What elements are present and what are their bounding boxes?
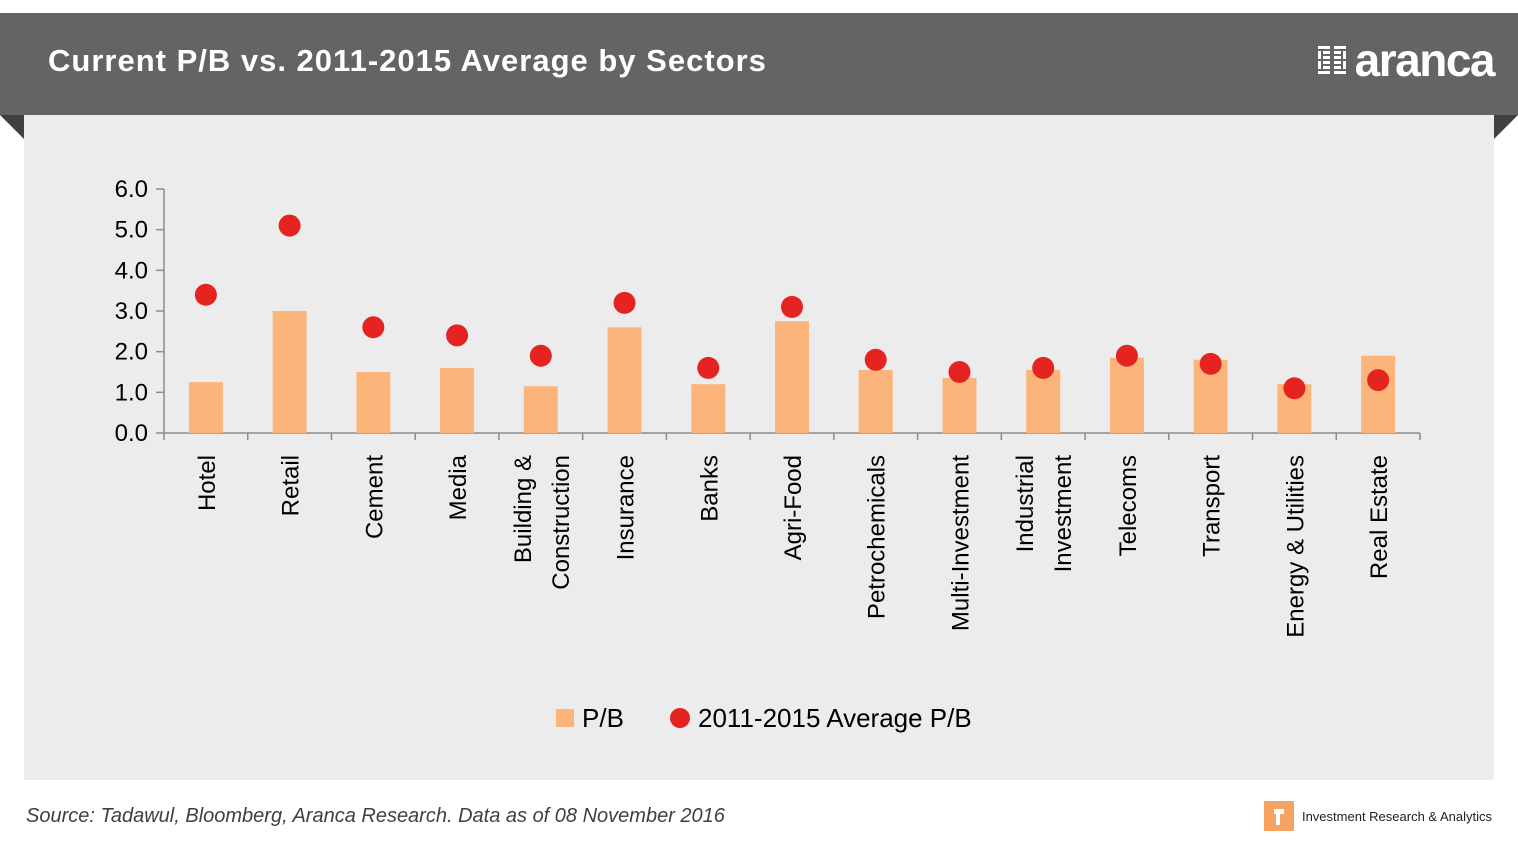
y-tick-label: 0.0 [115,420,148,447]
average-pb-dot [278,214,301,237]
chart-panel: 0.0 1.0 2.0 3.0 4.0 5.0 6.0 Hotel Retail Cement Me… [24,115,1494,780]
average-pb-dot [446,324,469,347]
x-category-label: Multi-Investment [947,455,974,631]
x-category-label-line: Retail [278,455,305,516]
pb-bar [356,372,391,433]
x-category-label: Agri-Food [780,455,807,560]
pb-bar [1361,355,1396,433]
page-title: Current P/B vs. 2011-2015 Average by Sec… [48,43,767,78]
pb-bar [272,311,307,433]
x-category-label-line: Banks [696,455,723,522]
x-category-label-line: Construction [548,455,575,590]
x-category-label-line: Investment [1050,455,1077,573]
y-tick-label: 5.0 [115,217,148,244]
average-pb-dot [1032,356,1055,379]
x-category-label-line: Cement [361,455,388,539]
x-category-label: Petrochemicals [864,455,891,619]
pb-chart: 0.0 1.0 2.0 3.0 4.0 5.0 6.0 Hotel Retail Cement Me… [115,176,1421,733]
average-pb-dot [194,283,217,306]
average-pb-dot [1115,344,1138,367]
aranca-logo-icon [1263,801,1294,831]
average-pb-dot [697,356,720,379]
pb-bar [607,327,642,433]
x-category-label-line: Agri-Food [780,455,807,560]
average-pb-dot [864,348,887,371]
brand-name: aranca [1354,34,1496,86]
x-category-label: Transport [1199,455,1226,557]
pb-bar [523,386,558,433]
legend-label-pb: P/B [582,703,624,733]
y-tick-label: 6.0 [115,176,148,203]
x-category-label: Real Estate [1366,455,1393,579]
pb-bar [942,378,977,433]
header-bar: Current P/B vs. 2011-2015 Average by Sec… [0,13,1518,115]
x-category-label-line: Transport [1199,455,1226,557]
x-category-label: Telecoms [1115,455,1142,556]
x-category-label: Retail [278,455,305,516]
x-category-label: Banks [696,455,723,522]
x-category-label-line: Media [445,454,472,520]
footer-brand: Investment Research & Analytics [1263,801,1492,831]
average-pb-dot [1283,377,1306,400]
x-category-label-line: Industrial [1012,455,1039,552]
y-tick-label: 2.0 [115,339,148,366]
x-category-label-line: Real Estate [1366,455,1393,579]
average-pb-dot [1367,369,1390,392]
average-pb-dot [1199,352,1222,375]
pb-bar [775,321,809,433]
legend-swatch-pb [556,709,574,727]
source-note: Source: Tadawul, Bloomberg, Aranca Resea… [26,805,725,827]
x-category-label-line: Petrochemicals [864,455,891,619]
average-pb-dot [362,316,385,339]
x-category-label-line: Telecoms [1115,455,1142,556]
pb-bar [1026,369,1061,433]
legend-swatch-average [670,708,690,728]
x-category-label-line: Energy & Utilities [1282,455,1309,638]
pb-bar [691,384,726,433]
x-category-label-line: Hotel [194,455,221,511]
average-pb-dot [781,295,803,318]
x-category-label-line: Multi-Investment [947,455,974,631]
x-category-label-line: Insurance [613,455,640,560]
header-fold-left [0,115,24,139]
legend-label-average: 2011-2015 Average P/B [698,703,972,733]
pb-bar [188,382,223,433]
y-tick-label: 3.0 [115,298,148,325]
aranca-mark-icon [1317,46,1346,74]
pb-bar [858,369,893,433]
x-category-label: Hotel [194,455,221,511]
x-category-label: Building & Construction [510,455,575,590]
header-fold-right [1494,115,1518,139]
footer-tagline: Investment Research & Analytics [1301,808,1492,824]
average-pb-dot [529,344,552,367]
pb-bar [1109,357,1144,433]
pb-bar [440,367,475,433]
x-category-label: Industrial Investment [1012,455,1077,573]
average-pb-dot [613,291,636,314]
x-category-label: Energy & Utilities [1282,455,1309,638]
y-tick-label: 1.0 [115,379,148,406]
x-category-label: Insurance [613,455,640,560]
x-category-label: Media [445,454,472,520]
x-category-label: Cement [361,455,388,539]
average-pb-dot [948,361,971,383]
x-category-label-line: Building & [510,455,537,563]
brand-logo: aranca [1317,34,1496,86]
y-tick-label: 4.0 [115,257,148,284]
